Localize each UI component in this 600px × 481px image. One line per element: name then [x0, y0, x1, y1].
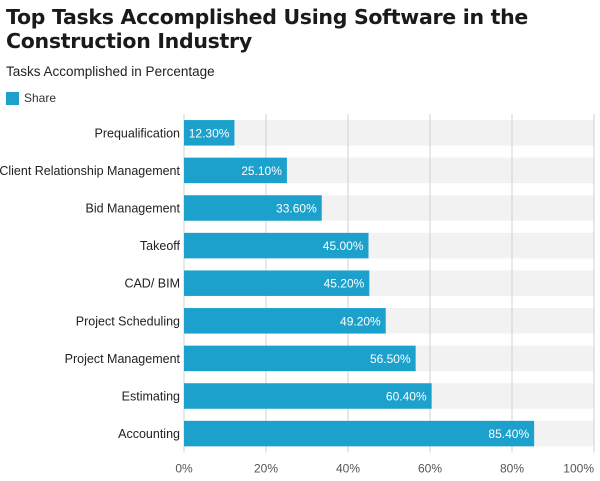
data-label: 56.50%	[370, 352, 411, 366]
legend: Share	[6, 91, 56, 105]
data-label: 45.00%	[323, 239, 364, 253]
bar	[184, 270, 370, 296]
bar	[184, 345, 416, 372]
data-label: 49.20%	[340, 314, 381, 328]
row-band	[184, 120, 594, 146]
data-label: 60.40%	[386, 390, 427, 404]
bar	[184, 157, 287, 184]
bar	[184, 232, 369, 259]
bar	[184, 308, 386, 334]
bar	[184, 420, 535, 447]
category-label: Project Management	[65, 352, 181, 366]
category-label: Client Relationship Management	[0, 164, 181, 178]
legend-swatch	[6, 91, 19, 105]
x-tick-label: 80%	[500, 461, 524, 475]
category-label: Prequalification	[95, 126, 181, 140]
data-label: 45.20%	[324, 277, 365, 291]
category-label: Takeoff	[140, 239, 181, 253]
data-label: 12.30%	[189, 126, 230, 140]
category-label: Project Scheduling	[76, 314, 180, 328]
chart-title: Top Tasks Accomplished Using Software in…	[6, 5, 528, 53]
category-label: Accounting	[118, 427, 180, 441]
bar	[184, 383, 432, 409]
x-tick-label: 40%	[336, 461, 360, 475]
x-tick-label: 20%	[254, 461, 278, 475]
data-label: 85.40%	[488, 427, 529, 441]
data-label: 33.60%	[276, 202, 317, 216]
x-tick-label: 100%	[563, 461, 594, 475]
data-label: 25.10%	[241, 164, 282, 178]
chart-subtitle: Tasks Accomplished in Percentage	[6, 64, 215, 79]
bars	[184, 120, 535, 447]
legend-label: Share	[24, 91, 57, 105]
category-labels: Prequalification Client Relationship Mana…	[0, 126, 181, 441]
x-tick-label: 60%	[418, 461, 442, 475]
x-tick-label: 0%	[175, 461, 193, 475]
category-label: Estimating	[122, 390, 180, 404]
bar	[184, 195, 322, 221]
bar	[184, 120, 235, 146]
category-label: CAD/ BIM	[124, 277, 180, 291]
value-labels: 12.30% 25.10% 33.60% 45.00% 45.20% 49.20% 56.5…	[189, 126, 530, 441]
category-label: Bid Management	[85, 202, 180, 216]
x-tick-labels: 0% 20% 40% 60% 80% 100%	[175, 461, 594, 475]
